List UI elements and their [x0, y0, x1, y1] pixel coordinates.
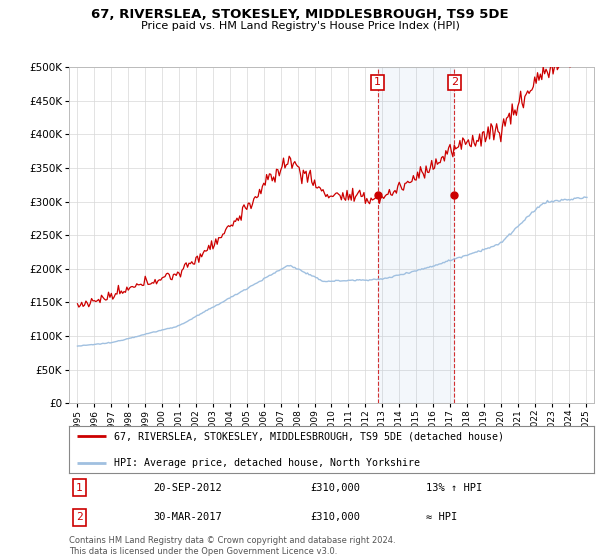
Text: HPI: Average price, detached house, North Yorkshire: HPI: Average price, detached house, Nort…	[113, 458, 419, 468]
Text: £310,000: £310,000	[311, 483, 361, 493]
Text: ≈ HPI: ≈ HPI	[426, 512, 457, 522]
Text: 20-SEP-2012: 20-SEP-2012	[153, 483, 222, 493]
Text: 30-MAR-2017: 30-MAR-2017	[153, 512, 222, 522]
Text: 1: 1	[374, 77, 381, 87]
Text: 2: 2	[451, 77, 458, 87]
Text: 67, RIVERSLEA, STOKESLEY, MIDDLESBROUGH, TS9 5DE: 67, RIVERSLEA, STOKESLEY, MIDDLESBROUGH,…	[91, 8, 509, 21]
Text: 13% ↑ HPI: 13% ↑ HPI	[426, 483, 482, 493]
Text: 2: 2	[76, 512, 83, 522]
Text: Contains HM Land Registry data © Crown copyright and database right 2024.
This d: Contains HM Land Registry data © Crown c…	[69, 536, 395, 556]
Bar	[377, 67, 454, 403]
Text: 1: 1	[76, 483, 83, 493]
Text: Price paid vs. HM Land Registry's House Price Index (HPI): Price paid vs. HM Land Registry's House …	[140, 21, 460, 31]
Text: 67, RIVERSLEA, STOKESLEY, MIDDLESBROUGH, TS9 5DE (detached house): 67, RIVERSLEA, STOKESLEY, MIDDLESBROUGH,…	[113, 431, 503, 441]
Text: £310,000: £310,000	[311, 512, 361, 522]
